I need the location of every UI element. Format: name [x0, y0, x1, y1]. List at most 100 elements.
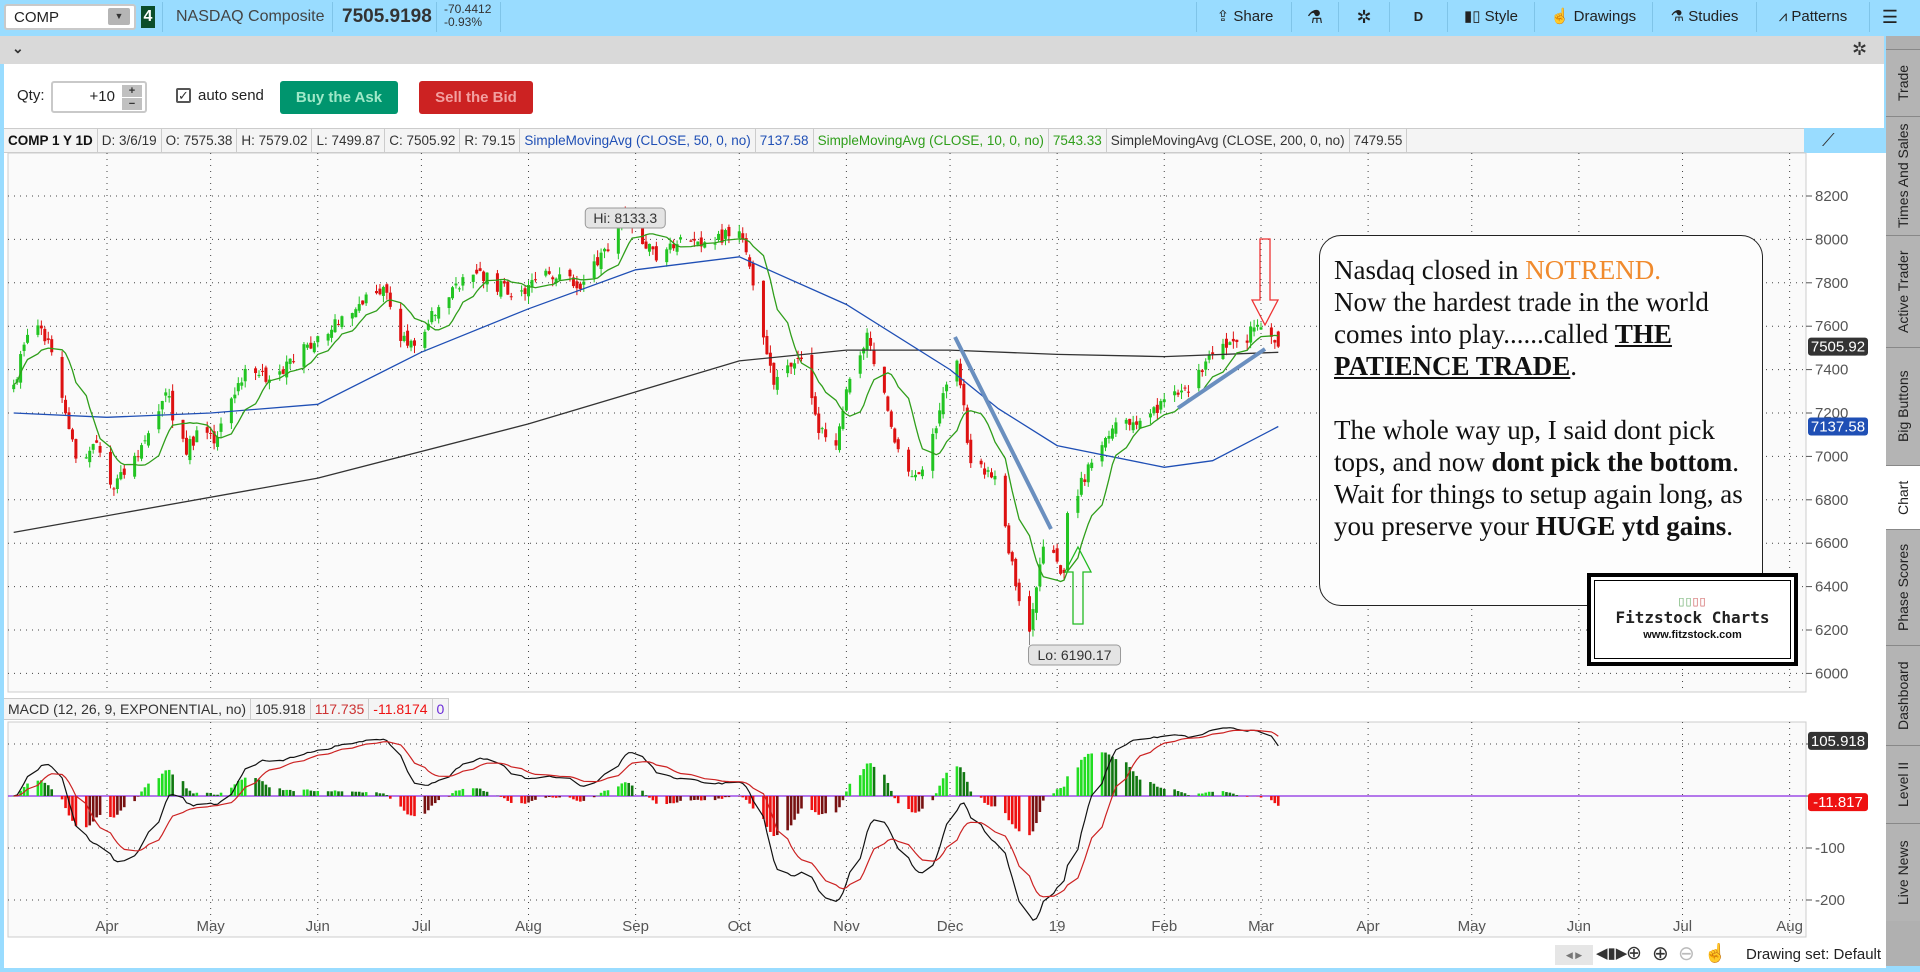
- candle-body: [309, 342, 313, 349]
- side-tab-level-ii[interactable]: Level II: [1886, 745, 1920, 823]
- candle-body: [965, 407, 969, 443]
- sma50-value: 7137.58: [756, 129, 814, 152]
- period-button[interactable]: D: [1413, 9, 1424, 24]
- candle: [19, 350, 23, 389]
- scroll-arrows[interactable]: ◀ ▶: [1555, 945, 1593, 965]
- candle: [523, 285, 527, 301]
- candle: [938, 402, 942, 427]
- candle: [305, 342, 309, 350]
- candle-body: [454, 283, 458, 286]
- candle: [12, 379, 16, 393]
- macd-histogram-bar: [1076, 767, 1080, 796]
- candle: [1176, 389, 1180, 398]
- candle: [962, 378, 966, 412]
- share-button[interactable]: ⇪ Share: [1200, 0, 1290, 34]
- macd-histogram-bar: [848, 783, 852, 796]
- candle-body: [765, 335, 769, 355]
- macd-label[interactable]: MACD (12, 26, 9, EXPONENTIAL, no): [4, 699, 252, 719]
- link-group-badge[interactable]: 4: [141, 6, 155, 28]
- candle-body: [865, 332, 869, 351]
- macd-histogram-bar: [907, 796, 910, 810]
- candle: [167, 388, 171, 403]
- candle: [810, 347, 814, 405]
- candle-body: [1110, 428, 1114, 439]
- macd-histogram-bar: [1017, 796, 1021, 832]
- info-low: L: 7499.87: [312, 129, 386, 152]
- symbol-selector[interactable]: COMP ▼: [4, 4, 136, 30]
- menu-icon[interactable]: ☰: [1881, 7, 1899, 27]
- qty-increment-button[interactable]: +: [122, 85, 142, 97]
- candle-body: [1155, 404, 1159, 413]
- macd-histogram-bar: [351, 791, 354, 796]
- flask-icon[interactable]: ⚗: [1306, 7, 1324, 27]
- pan-hand-icon[interactable]: ☝: [1704, 943, 1727, 963]
- candle-body: [703, 242, 707, 248]
- side-tab-dashboard[interactable]: Dashboard: [1886, 645, 1920, 745]
- side-tab-trade[interactable]: Trade: [1886, 49, 1920, 116]
- chevron-down-icon[interactable]: ⌄: [12, 40, 24, 56]
- candle: [979, 458, 983, 468]
- macd-histogram-bar: [1059, 788, 1062, 796]
- candle: [36, 319, 40, 338]
- side-tab-active-trader[interactable]: Active Trader: [1886, 235, 1920, 347]
- macd-histogram-bar: [1259, 796, 1263, 798]
- macd-value-tag: 105.918: [1811, 733, 1865, 750]
- sma200-label[interactable]: SimpleMovingAvg (CLOSE, 200, 0, no): [1107, 129, 1350, 152]
- candle: [378, 283, 382, 296]
- sma50-label[interactable]: SimpleMovingAvg (CLOSE, 50, 0, no): [520, 129, 756, 152]
- expand-time-axis-icon[interactable]: ◀▮▶: [1596, 945, 1628, 962]
- macd-histogram-bar: [1235, 795, 1239, 796]
- candle: [1173, 385, 1177, 402]
- studies-button[interactable]: ⚗ Studies: [1653, 0, 1756, 34]
- candle-body: [157, 411, 161, 430]
- drawings-button[interactable]: ☝ Drawings: [1535, 0, 1652, 34]
- macd-histogram-bar: [762, 796, 765, 819]
- sma10-label[interactable]: SimpleMovingAvg (CLOSE, 10, 0, no): [814, 129, 1049, 152]
- qty-decrement-button[interactable]: −: [122, 98, 142, 110]
- candle: [768, 345, 772, 373]
- buy-the-ask-button[interactable]: Buy the Ask: [280, 81, 398, 114]
- side-tab-live-news[interactable]: Live News: [1886, 823, 1920, 921]
- candle: [1224, 332, 1228, 356]
- candle: [264, 365, 268, 384]
- candle-body: [91, 444, 95, 450]
- candle: [744, 233, 748, 255]
- candle: [799, 351, 803, 362]
- chevron-down-icon[interactable]: ▼: [108, 8, 130, 25]
- side-tab-chart[interactable]: Chart: [1886, 465, 1920, 529]
- candle: [164, 388, 168, 403]
- auto-send-checkbox[interactable]: ✓: [176, 88, 191, 103]
- macd-histogram-bar: [340, 791, 344, 796]
- candle: [340, 315, 344, 330]
- candle-body: [882, 366, 886, 393]
- macd-histogram-bar: [1083, 756, 1087, 796]
- macd-histogram-bar: [50, 789, 54, 796]
- candle: [672, 239, 676, 251]
- candle-body: [720, 229, 724, 243]
- side-tab-big-buttons[interactable]: Big Buttons: [1886, 347, 1920, 465]
- chart-settings-icon[interactable]: ⟋: [1822, 130, 1835, 150]
- candle-body: [216, 436, 220, 447]
- gear-icon[interactable]: ✲: [1852, 39, 1868, 59]
- crosshair-icon[interactable]: ⊕: [1626, 943, 1642, 964]
- style-button[interactable]: ▮▯ Style: [1448, 0, 1534, 34]
- macd-histogram-bar: [644, 795, 648, 796]
- patterns-button[interactable]: ⩘ Patterns: [1757, 0, 1869, 34]
- share-icon: ⇪: [1216, 8, 1230, 25]
- x-tick-label: Aug: [1776, 918, 1803, 935]
- zoom-out-icon[interactable]: ⊖: [1678, 943, 1695, 965]
- candle-body: [1148, 413, 1152, 418]
- drawing-set-selector[interactable]: Drawing set: Default: [1746, 946, 1882, 963]
- zoom-in-icon[interactable]: ⊕: [1652, 943, 1669, 965]
- macd-histogram-bar: [451, 793, 454, 796]
- candle-body: [36, 325, 40, 335]
- qty-field[interactable]: +10 + −: [51, 81, 147, 113]
- side-tab-times-and-sales[interactable]: Times And Sales: [1886, 116, 1920, 235]
- macd-histogram-bar: [375, 792, 378, 796]
- candle-body: [475, 269, 479, 274]
- candle: [1155, 398, 1159, 420]
- side-tab-phase-scores[interactable]: Phase Scores: [1886, 529, 1920, 645]
- gear-icon[interactable]: ✲: [1356, 7, 1372, 27]
- sell-the-bid-button[interactable]: Sell the Bid: [419, 81, 533, 114]
- macd-histogram-bar: [1204, 792, 1208, 796]
